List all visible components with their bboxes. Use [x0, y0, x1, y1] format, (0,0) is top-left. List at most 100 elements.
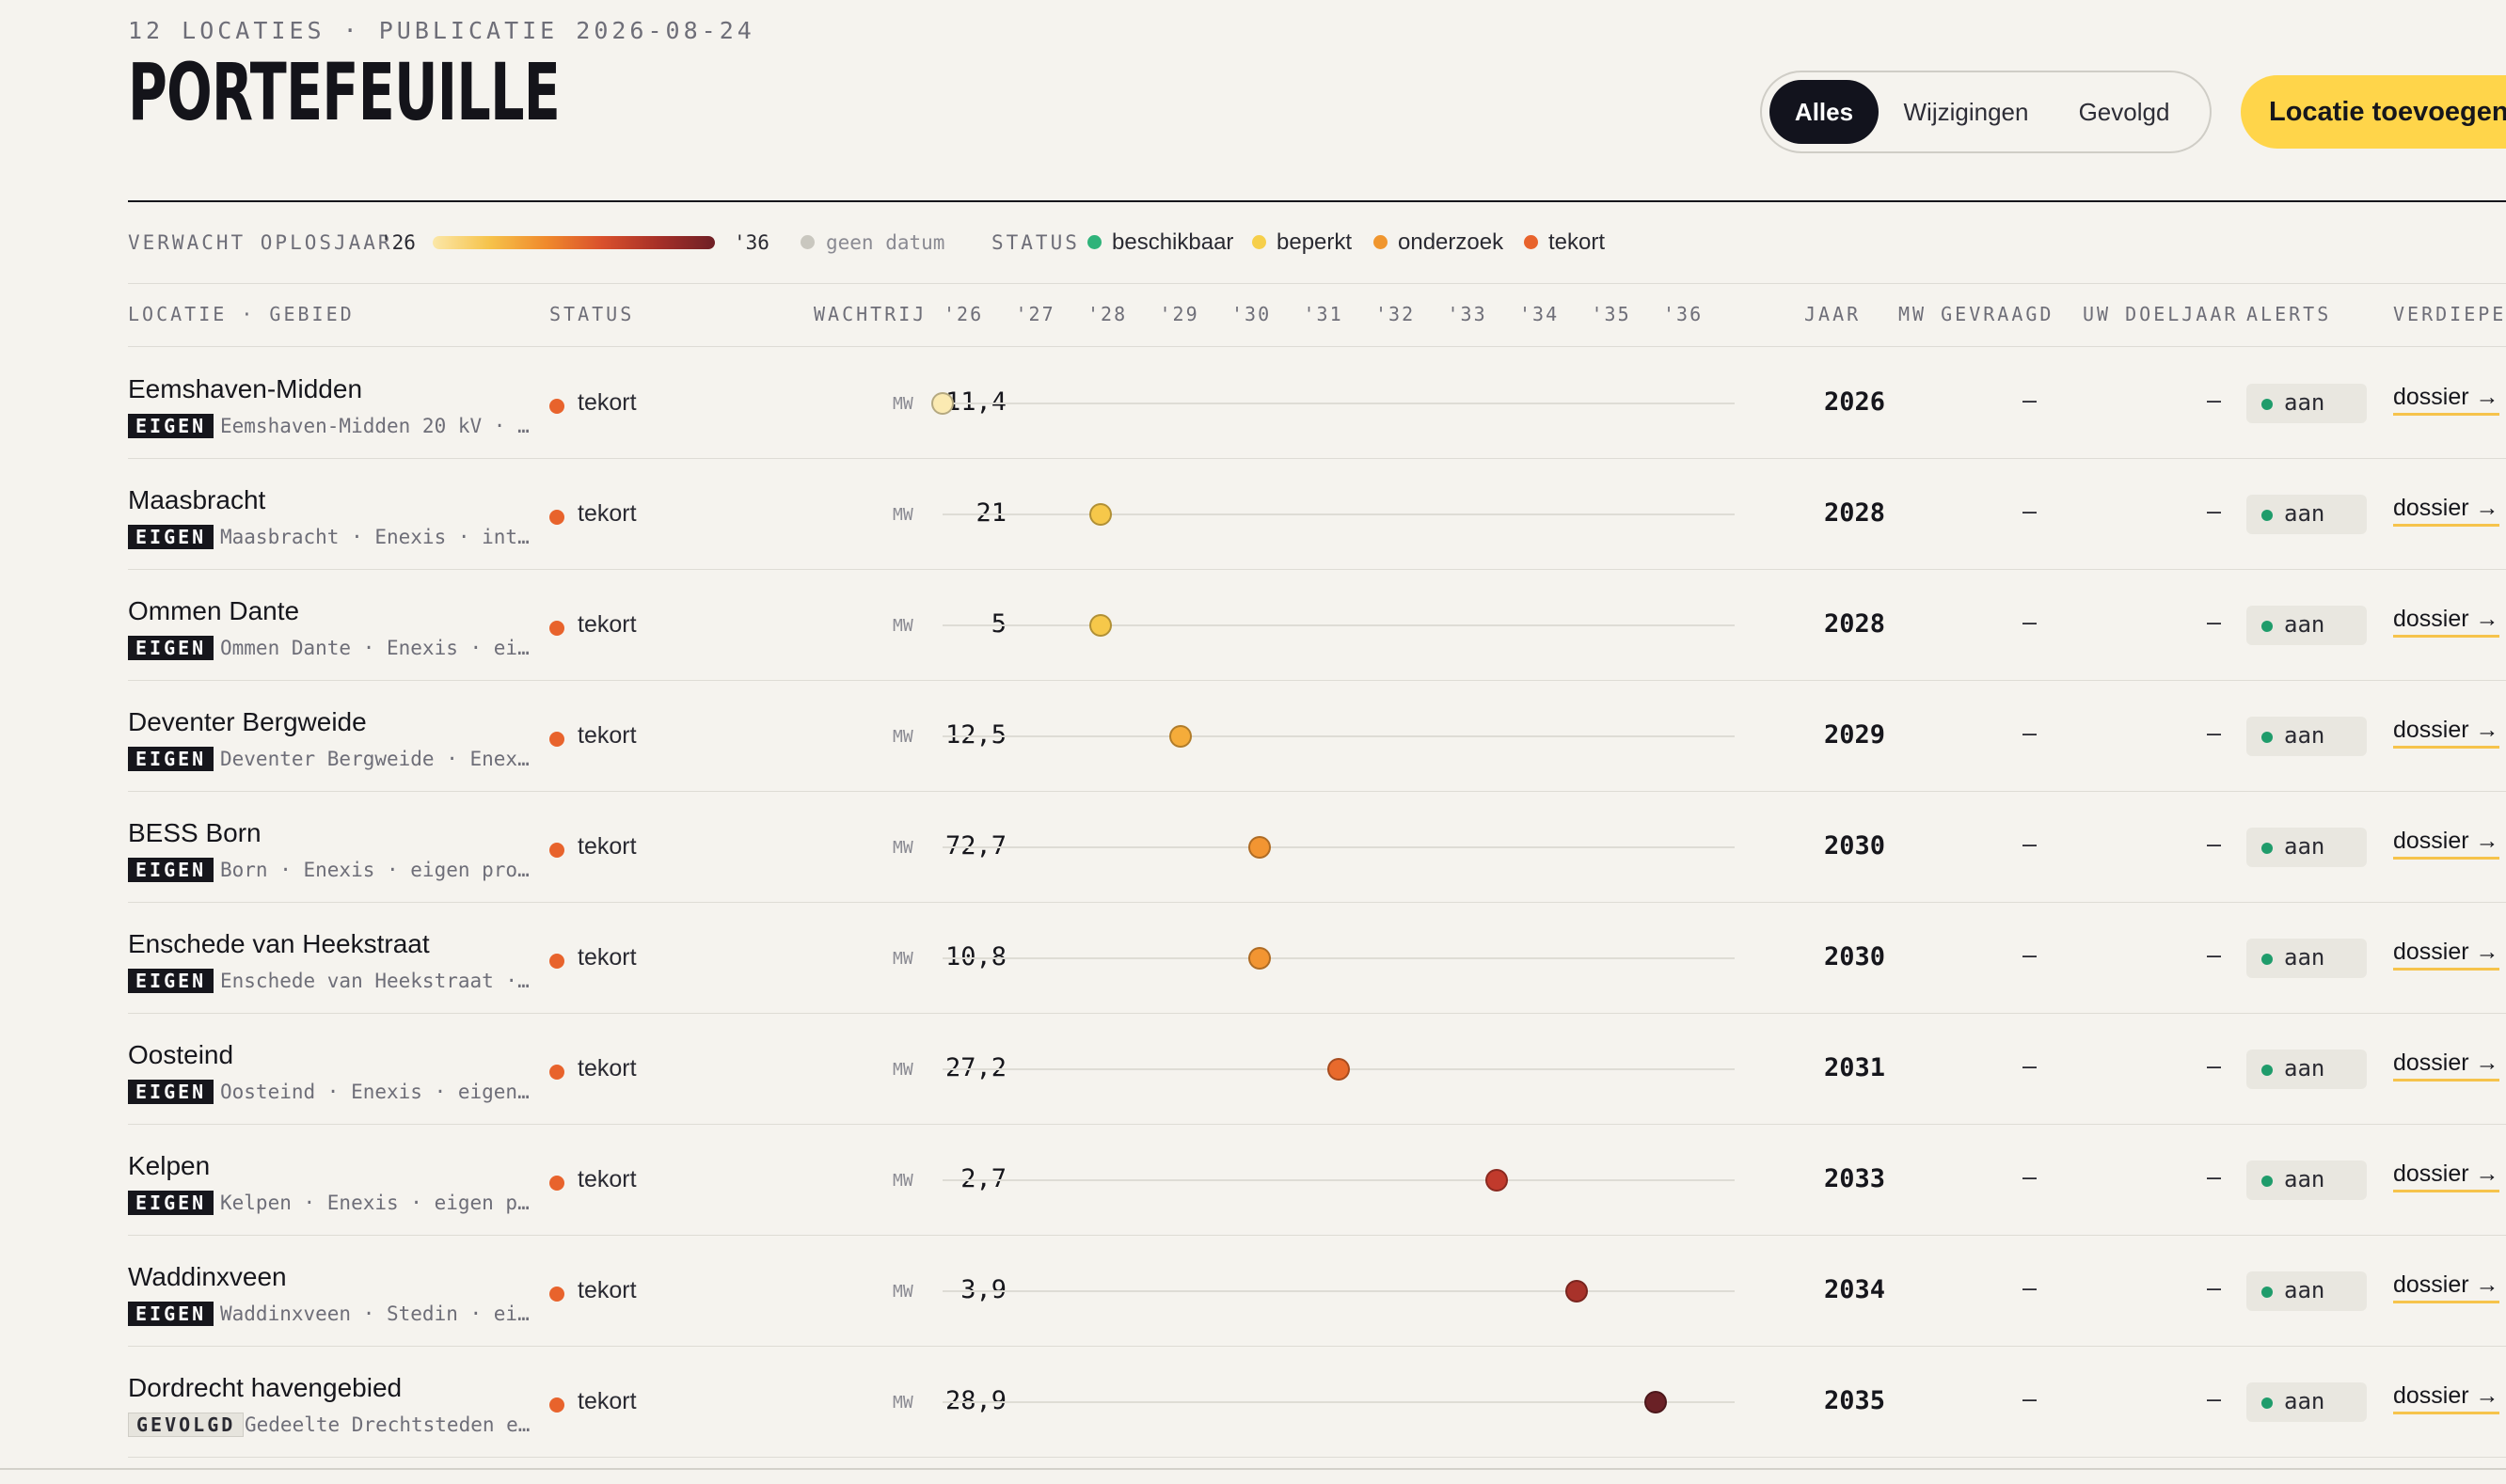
table-row[interactable]: Oosteind EIGEN Oosteind · Enexis · eigen… t…	[128, 1014, 2506, 1125]
alert-toggle[interactable]: aan	[2246, 384, 2367, 423]
timeline-marker[interactable]	[1643, 1391, 1667, 1413]
alert-toggle[interactable]: aan	[2246, 1160, 2367, 1200]
dossier-link[interactable]: dossier →	[2393, 1050, 2499, 1081]
alert-on-dot-icon	[2261, 1065, 2273, 1076]
expected-year: 2035	[1823, 1386, 1885, 1415]
table-row[interactable]: Eemshaven-Midden EIGEN Eemshaven-Midden 20…	[128, 348, 2506, 459]
dossier-link[interactable]: dossier →	[2393, 1382, 2499, 1414]
timeline-marker[interactable]	[1089, 503, 1113, 526]
table-row[interactable]: Enschede van Heekstraat EIGEN Enschede van…	[128, 903, 2506, 1014]
table-row[interactable]: Kelpen EIGEN Kelpen · Enexis · eigen p… tek…	[128, 1125, 2506, 1236]
timeline-marker[interactable]	[1247, 947, 1271, 970]
column-header-year[interactable]: JAAR	[1804, 303, 1862, 325]
column-header-deepen[interactable]: VERDIEPEN	[2393, 303, 2506, 325]
alert-toggle[interactable]: aan	[2246, 606, 2367, 645]
location-name[interactable]: Eemshaven-Midden	[128, 374, 363, 403]
alert-toggle[interactable]: aan	[2246, 828, 2367, 867]
timeline-marker[interactable]	[1327, 1058, 1350, 1081]
queue-mw-value: 21	[975, 498, 1007, 528]
alert-on-dot-icon	[2261, 621, 2273, 632]
target-year-value: –	[2207, 718, 2222, 747]
status-dot-icon	[549, 399, 564, 414]
dossier-link[interactable]: dossier →	[2393, 717, 2499, 749]
location-name[interactable]: Deventer Bergweide	[128, 707, 367, 736]
column-header-mw-requested[interactable]: MW GEVRAAGD	[1898, 303, 2054, 325]
alert-label: aan	[2284, 611, 2325, 638]
column-header-alerts[interactable]: ALERTS	[2246, 303, 2332, 325]
alert-toggle[interactable]: aan	[2246, 1271, 2367, 1311]
timeline-marker[interactable]	[931, 392, 954, 415]
location-subtitle: Ommen Dante · Enexis · ei…	[220, 637, 530, 659]
column-header-location[interactable]: LOCATIE · GEBIED	[128, 303, 355, 325]
status-shortage-dot-icon	[1524, 235, 1538, 249]
alert-toggle[interactable]: aan	[2246, 1050, 2367, 1089]
target-year-value: –	[2207, 1384, 2222, 1413]
table-top-border	[128, 283, 2506, 284]
timeline-marker[interactable]	[1247, 836, 1271, 859]
table-header-border	[128, 346, 2506, 347]
row-divider	[128, 1346, 2506, 1347]
table-row[interactable]: BESS Born EIGEN Born · Enexis · eigen pro……	[128, 792, 2506, 903]
table-row[interactable]: Ommen Dante EIGEN Ommen Dante · Enexis · e…	[128, 570, 2506, 681]
queue-mw-unit: MW	[893, 1060, 913, 1080]
dossier-link[interactable]: dossier →	[2393, 495, 2499, 527]
location-name[interactable]: Maasbracht	[128, 485, 266, 514]
expected-year: 2030	[1823, 942, 1885, 971]
filter-followed-button[interactable]: Gevolgd	[2078, 98, 2170, 126]
filter-all-button[interactable]: Alles	[1769, 80, 1879, 144]
location-name[interactable]: Waddinxveen	[128, 1262, 287, 1291]
dossier-link[interactable]: dossier →	[2393, 384, 2499, 416]
expected-year: 2031	[1823, 1053, 1885, 1082]
location-name[interactable]: Oosteind	[128, 1040, 234, 1069]
queue-mw-unit: MW	[893, 505, 913, 525]
filter-changes-button[interactable]: Wijzigingen	[1903, 98, 2029, 126]
location-name[interactable]: Kelpen	[128, 1151, 211, 1180]
alert-toggle[interactable]: aan	[2246, 1382, 2367, 1422]
table-row[interactable]: Deventer Bergweide EIGEN Deventer Bergweid…	[128, 681, 2506, 792]
location-name[interactable]: Dordrecht havengebied	[128, 1373, 403, 1402]
page-eyebrow: 12 LOCATIES · PUBLICATIE 2026-08-24	[128, 17, 755, 44]
dossier-link[interactable]: dossier →	[2393, 1271, 2499, 1303]
timeline-marker[interactable]	[1564, 1280, 1588, 1302]
alert-on-dot-icon	[2261, 843, 2273, 854]
timeline-tick-label: '35	[1591, 303, 1631, 325]
row-divider	[128, 458, 2506, 459]
alert-on-dot-icon	[2261, 1397, 2273, 1409]
status-dot-icon	[549, 732, 564, 747]
dossier-link[interactable]: dossier →	[2393, 828, 2499, 860]
timeline-track	[943, 403, 1735, 404]
location-subtitle: Enschede van Heekstraat ·…	[220, 970, 530, 992]
alert-toggle[interactable]: aan	[2246, 495, 2367, 534]
column-header-status[interactable]: STATUS	[549, 303, 635, 325]
timeline-marker[interactable]	[1485, 1169, 1509, 1192]
queue-mw-unit: MW	[893, 1282, 913, 1302]
alert-label: aan	[2284, 500, 2325, 527]
location-subtitle: Eemshaven-Midden 20 kV · …	[220, 415, 530, 437]
table-row[interactable]: Maasbracht EIGEN Maasbracht · Enexis · int…	[128, 459, 2506, 570]
dossier-link[interactable]: dossier →	[2393, 939, 2499, 971]
status-dot-icon	[549, 843, 564, 858]
dossier-link[interactable]: dossier →	[2393, 1160, 2499, 1192]
column-header-queue[interactable]: WACHTRIJ	[814, 303, 928, 325]
timeline-marker[interactable]	[1168, 725, 1192, 748]
column-header-target-year[interactable]: UW DOELJAAR	[2083, 303, 2239, 325]
add-location-button[interactable]: Locatie toevoegen	[2241, 75, 2506, 149]
timeline-marker[interactable]	[1089, 614, 1113, 637]
alert-toggle[interactable]: aan	[2246, 717, 2367, 756]
status-dot-icon	[549, 1287, 564, 1302]
row-divider	[128, 1235, 2506, 1236]
location-name[interactable]: Enschede van Heekstraat	[128, 929, 430, 958]
alert-on-dot-icon	[2261, 510, 2273, 521]
queue-mw-value: 27,2	[944, 1053, 1007, 1082]
alert-on-dot-icon	[2261, 1176, 2273, 1187]
table-row[interactable]: Dordrecht havengebied GEVOLGD Gedeelte Dre…	[128, 1347, 2506, 1458]
queue-mw-value: 5	[991, 609, 1007, 639]
timeline-track	[943, 1179, 1735, 1181]
dossier-link[interactable]: dossier →	[2393, 606, 2499, 638]
alert-toggle[interactable]: aan	[2246, 939, 2367, 978]
table-row[interactable]: Waddinxveen EIGEN Waddinxveen · Stedin · e…	[128, 1236, 2506, 1347]
location-subtitle: Born · Enexis · eigen pro…	[220, 859, 530, 881]
queue-mw-unit: MW	[893, 394, 913, 414]
location-name[interactable]: Ommen Dante	[128, 596, 300, 625]
location-name[interactable]: BESS Born	[128, 818, 262, 847]
